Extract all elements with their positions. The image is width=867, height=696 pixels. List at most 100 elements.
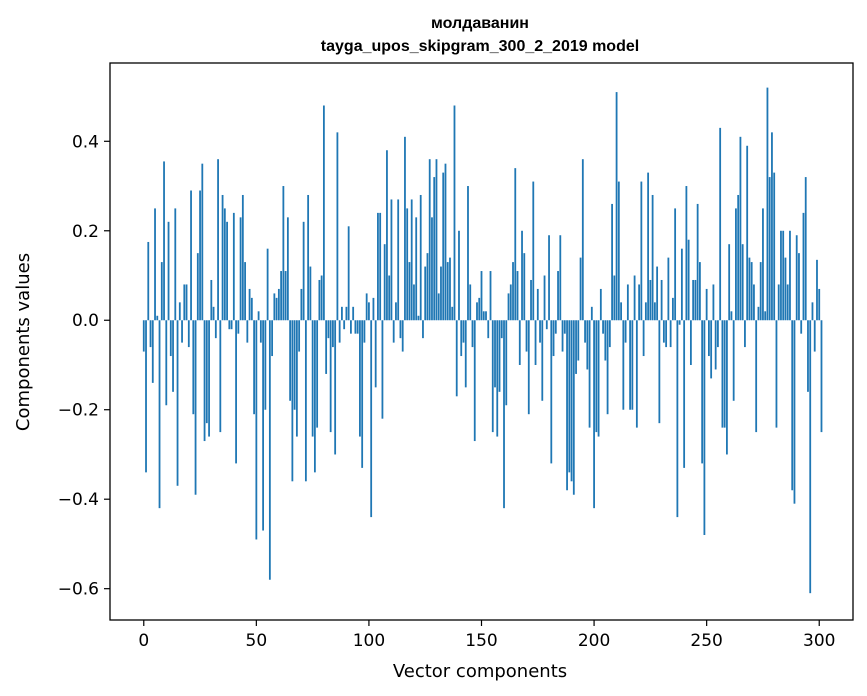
bar-118 bbox=[408, 262, 411, 321]
x-tick-label: 150 bbox=[465, 631, 497, 651]
bar-255 bbox=[717, 320, 719, 348]
bar-114 bbox=[399, 320, 402, 339]
bar-175 bbox=[536, 288, 539, 321]
bar-280 bbox=[773, 172, 776, 321]
bar-51 bbox=[257, 311, 260, 321]
bar-156 bbox=[494, 320, 496, 388]
bar-50 bbox=[255, 320, 258, 540]
y-axis-ticks: −0.6 −0.4 −0.2 0.0 0.2 0.4 bbox=[58, 132, 110, 600]
bar-192 bbox=[575, 320, 577, 374]
bar-176 bbox=[539, 320, 541, 343]
bar-286 bbox=[786, 284, 789, 321]
bar-60 bbox=[277, 288, 280, 321]
bar-249 bbox=[703, 320, 706, 535]
bar-254 bbox=[714, 320, 717, 370]
bar-80 bbox=[322, 105, 325, 321]
bar-88 bbox=[341, 306, 343, 321]
bar-215 bbox=[626, 284, 629, 321]
y-axis-label: Components values bbox=[13, 253, 34, 431]
bar-274 bbox=[759, 262, 762, 321]
bar-145 bbox=[469, 284, 472, 321]
bar-30 bbox=[210, 279, 213, 321]
bar-226 bbox=[651, 194, 654, 321]
bar-98 bbox=[363, 320, 366, 343]
x-tick-label: 250 bbox=[690, 631, 722, 651]
bar-97 bbox=[361, 320, 364, 468]
bar-84 bbox=[332, 320, 334, 348]
bar-259 bbox=[726, 320, 728, 455]
bar-137 bbox=[451, 306, 454, 321]
bar-169 bbox=[523, 253, 526, 321]
bar-185 bbox=[559, 235, 562, 321]
chart-title: молдаванин bbox=[431, 15, 529, 32]
bar-268 bbox=[746, 145, 749, 321]
bar-111 bbox=[392, 320, 395, 343]
bar-107 bbox=[383, 244, 386, 321]
bar-203 bbox=[599, 288, 602, 321]
bar-138 bbox=[453, 105, 456, 321]
bar-144 bbox=[467, 186, 469, 321]
bar-284 bbox=[782, 230, 785, 321]
bar-241 bbox=[685, 186, 688, 321]
bar-76 bbox=[313, 320, 316, 473]
bar-282 bbox=[777, 284, 780, 321]
bar-181 bbox=[550, 320, 553, 464]
bar-159 bbox=[500, 320, 503, 339]
bar-211 bbox=[617, 181, 620, 321]
bar-100 bbox=[368, 302, 370, 321]
bar-134 bbox=[444, 163, 447, 321]
bar-86 bbox=[336, 132, 339, 321]
bar-194 bbox=[579, 257, 582, 321]
bar-112 bbox=[395, 302, 397, 321]
bar-237 bbox=[676, 320, 679, 518]
bar-262 bbox=[732, 320, 735, 401]
bar-31 bbox=[212, 306, 215, 321]
bar-289 bbox=[793, 320, 796, 504]
bar-117 bbox=[406, 208, 409, 321]
bar-294 bbox=[804, 177, 807, 321]
bar-54 bbox=[264, 320, 267, 410]
bar-133 bbox=[442, 172, 445, 321]
bar-246 bbox=[696, 203, 699, 321]
bar-101 bbox=[370, 320, 373, 518]
bar-292 bbox=[800, 320, 803, 334]
bar-63 bbox=[284, 271, 287, 321]
bar-195 bbox=[581, 159, 584, 321]
bar-242 bbox=[687, 239, 690, 321]
bar-219 bbox=[635, 320, 638, 428]
bar-216 bbox=[629, 320, 631, 410]
bar-179 bbox=[545, 320, 548, 330]
bar-180 bbox=[548, 235, 550, 321]
bar-299 bbox=[816, 259, 818, 321]
bar-231 bbox=[662, 320, 665, 343]
bar-287 bbox=[789, 230, 791, 321]
bar-105 bbox=[379, 212, 382, 321]
y-tick-label: −0.2 bbox=[58, 401, 99, 421]
bar-46 bbox=[246, 320, 249, 343]
bar-81 bbox=[325, 320, 328, 374]
bar-56 bbox=[268, 320, 271, 580]
bar-116 bbox=[404, 136, 406, 321]
bar-75 bbox=[311, 320, 314, 437]
bar-202 bbox=[597, 320, 600, 437]
bar-227 bbox=[653, 302, 656, 321]
bar-168 bbox=[521, 230, 523, 321]
bar-1 bbox=[145, 320, 147, 473]
bar-91 bbox=[347, 226, 350, 321]
bar-110 bbox=[390, 199, 393, 321]
bar-297 bbox=[811, 302, 814, 321]
bar-167 bbox=[518, 320, 521, 365]
bar-93 bbox=[352, 306, 355, 321]
bar-257 bbox=[721, 320, 724, 428]
bar-150 bbox=[480, 271, 483, 321]
bar-39 bbox=[230, 320, 233, 330]
bar-7 bbox=[158, 320, 161, 509]
bar-170 bbox=[525, 320, 528, 352]
bar-205 bbox=[604, 320, 607, 361]
bar-28 bbox=[205, 320, 208, 424]
bar-184 bbox=[557, 271, 559, 321]
bar-17 bbox=[181, 320, 183, 343]
bar-273 bbox=[757, 306, 760, 321]
bar-68 bbox=[295, 320, 298, 437]
bar-260 bbox=[728, 244, 731, 321]
